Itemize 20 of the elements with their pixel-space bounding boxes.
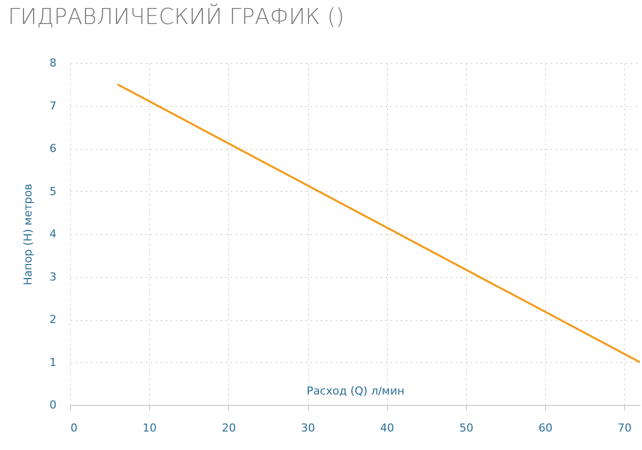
- y-tick-label: 0: [50, 398, 56, 412]
- y-tick-label: 5: [50, 184, 56, 198]
- x-tick-label: 10: [142, 422, 157, 434]
- y-tick-label: 2: [50, 313, 56, 326]
- y-tick-label: 4: [50, 228, 56, 240]
- x-tick-label: 20: [222, 422, 236, 434]
- y-tick-label: 1: [50, 356, 56, 369]
- y-tick-label: 6: [50, 142, 56, 155]
- y-tick-label: 8: [50, 56, 56, 70]
- x-tick-label: 50: [459, 422, 474, 434]
- chart-title: ГИДРАВЛИЧЕСКИЙ ГРАФИК (): [8, 3, 344, 30]
- x-axis-title: Расход (Q) л/мин: [306, 384, 404, 398]
- x-tick-label: 60: [538, 422, 552, 434]
- x-tick-label: 70: [618, 422, 632, 434]
- x-tick-label: 40: [380, 422, 394, 434]
- x-tick-label: 0: [70, 422, 78, 434]
- y-tick-label: 7: [50, 99, 56, 112]
- y-axis-title: Напор (H) метров: [22, 184, 34, 286]
- y-tick-label: 3: [50, 270, 56, 284]
- x-tick-label: 30: [301, 422, 315, 434]
